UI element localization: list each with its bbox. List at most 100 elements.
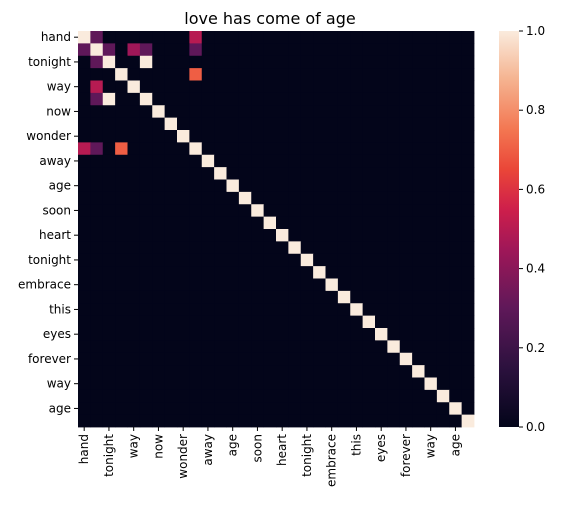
heatmap-cell bbox=[387, 68, 401, 81]
heatmap-cell bbox=[288, 290, 302, 304]
heatmap-cell bbox=[139, 389, 153, 403]
heatmap-cell bbox=[337, 130, 351, 143]
heatmap-cell bbox=[412, 377, 425, 391]
heatmap-cell bbox=[337, 278, 351, 292]
heatmap-cell bbox=[263, 352, 277, 366]
heatmap-cell bbox=[102, 402, 116, 416]
heatmap-cell bbox=[152, 43, 166, 57]
heatmap-cell bbox=[263, 142, 277, 156]
heatmap-cell bbox=[399, 130, 413, 143]
heatmap-cell bbox=[461, 167, 475, 180]
heatmap-cell bbox=[436, 303, 450, 317]
heatmap-cell bbox=[164, 414, 178, 428]
heatmap-cell bbox=[214, 204, 227, 218]
heatmap-cell bbox=[375, 253, 388, 267]
heatmap-cell bbox=[325, 352, 339, 366]
heatmap-cell bbox=[263, 130, 277, 143]
heatmap-cell bbox=[300, 43, 314, 57]
heatmap-cell bbox=[399, 340, 413, 354]
heatmap-cell bbox=[276, 92, 289, 106]
heatmap-cell bbox=[102, 43, 116, 57]
heatmap-cell bbox=[127, 315, 141, 329]
colorbar-tick-label: 0.8 bbox=[526, 103, 545, 117]
heatmap-cell bbox=[78, 105, 91, 119]
heatmap-cell bbox=[189, 414, 203, 428]
heatmap-cell bbox=[189, 340, 203, 354]
heatmap-cell bbox=[375, 315, 388, 329]
heatmap-cell bbox=[90, 414, 104, 428]
heatmap-cell bbox=[226, 68, 240, 81]
heatmap-cell bbox=[387, 191, 401, 205]
heatmap-cell bbox=[362, 229, 376, 242]
heatmap-cell bbox=[238, 216, 252, 230]
heatmap-cell bbox=[350, 204, 364, 218]
heatmap-cell bbox=[276, 167, 289, 180]
heatmap-cell bbox=[164, 179, 178, 193]
heatmap-cell bbox=[436, 216, 450, 230]
heatmap-cell bbox=[78, 229, 91, 242]
heatmap-cell bbox=[251, 68, 265, 81]
heatmap-cell bbox=[436, 315, 450, 329]
heatmap-cell bbox=[102, 117, 116, 131]
heatmap-cell bbox=[102, 352, 116, 366]
heatmap-cell bbox=[139, 253, 153, 267]
heatmap-cell bbox=[263, 179, 277, 193]
heatmap-cell bbox=[325, 303, 339, 317]
heatmap-cell bbox=[127, 31, 141, 44]
heatmap-cell bbox=[226, 365, 240, 378]
heatmap-cell bbox=[436, 142, 450, 156]
heatmap-cell bbox=[177, 266, 190, 279]
heatmap-cell bbox=[288, 377, 302, 391]
heatmap-cell bbox=[139, 117, 153, 131]
heatmap-cell bbox=[387, 92, 401, 106]
heatmap-cell bbox=[362, 389, 376, 403]
heatmap-cell bbox=[263, 253, 277, 267]
x-tick-label: eyes bbox=[374, 434, 388, 462]
heatmap-cell bbox=[325, 167, 339, 180]
heatmap-cell bbox=[90, 154, 104, 168]
heatmap-cell bbox=[337, 105, 351, 119]
heatmap-cell bbox=[102, 142, 116, 156]
heatmap-cell bbox=[201, 92, 215, 106]
heatmap-cell bbox=[102, 377, 116, 391]
heatmap-cell bbox=[189, 167, 203, 180]
heatmap-cell bbox=[127, 352, 141, 366]
heatmap-cell bbox=[412, 117, 425, 131]
heatmap-cell bbox=[90, 253, 104, 267]
heatmap-cell bbox=[387, 377, 401, 391]
heatmap-cell bbox=[276, 142, 289, 156]
heatmap-cell bbox=[78, 414, 91, 428]
heatmap-cell bbox=[461, 352, 475, 366]
heatmap-cell bbox=[152, 229, 166, 242]
x-tick-label: way bbox=[424, 434, 438, 458]
heatmap-cell bbox=[226, 130, 240, 143]
heatmap-cell bbox=[251, 105, 265, 119]
heatmap-cell bbox=[263, 414, 277, 428]
heatmap-cell bbox=[362, 191, 376, 205]
heatmap-cell bbox=[288, 278, 302, 292]
heatmap-cell bbox=[288, 328, 302, 341]
heatmap-cell bbox=[412, 68, 425, 81]
heatmap-cell bbox=[127, 130, 141, 143]
heatmap-cell bbox=[461, 142, 475, 156]
heatmap-cell bbox=[127, 377, 141, 391]
heatmap-cell bbox=[152, 80, 166, 94]
heatmap-cell bbox=[189, 266, 203, 279]
heatmap-cell bbox=[300, 68, 314, 81]
heatmap-cell bbox=[461, 340, 475, 354]
heatmap-cell bbox=[152, 352, 166, 366]
heatmap-cell bbox=[300, 303, 314, 317]
heatmap-cell bbox=[90, 266, 104, 279]
heatmap-cell bbox=[412, 229, 425, 242]
heatmap-cell bbox=[313, 191, 326, 205]
heatmap-cell bbox=[189, 154, 203, 168]
heatmap-cell bbox=[164, 31, 178, 44]
heatmap-cell bbox=[399, 303, 413, 317]
heatmap-cell bbox=[263, 315, 277, 329]
y-tick-label: heart bbox=[39, 228, 71, 242]
heatmap-cell bbox=[449, 31, 463, 44]
heatmap-cell bbox=[399, 266, 413, 279]
heatmap-cell bbox=[399, 105, 413, 119]
heatmap-cell bbox=[300, 290, 314, 304]
heatmap-cell bbox=[300, 229, 314, 242]
